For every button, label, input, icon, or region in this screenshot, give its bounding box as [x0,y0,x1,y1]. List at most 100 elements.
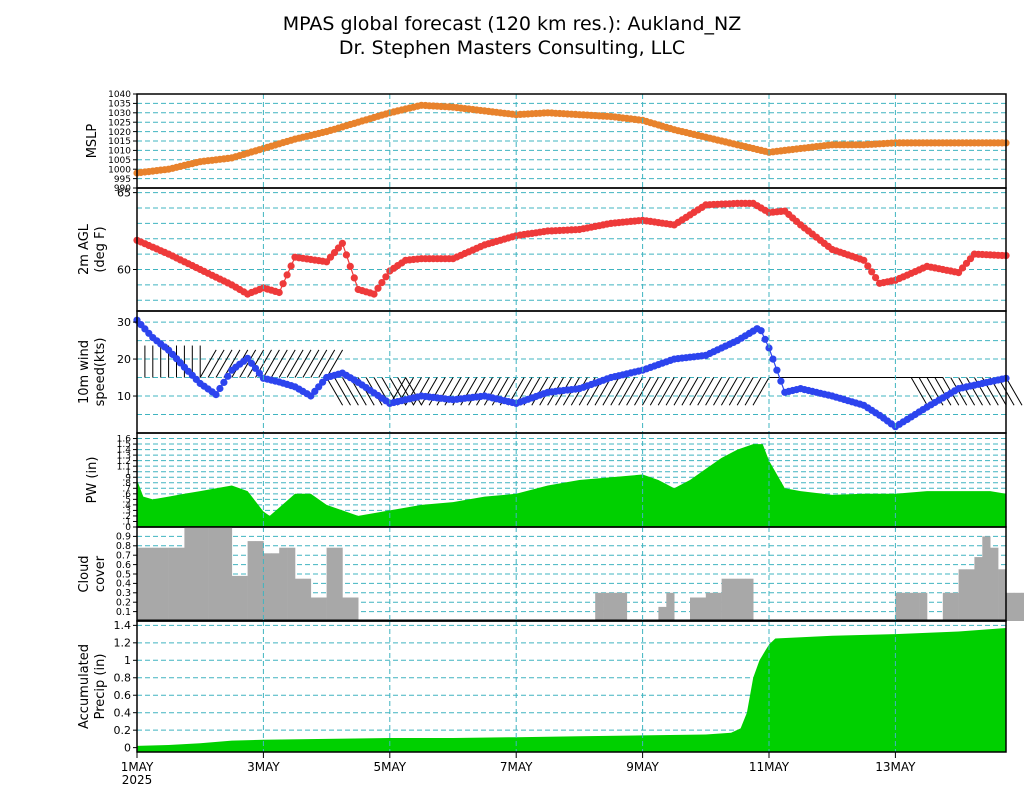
temp-point [864,262,872,270]
chart-title: MPAS global forecast (120 km res.): Aukl… [283,13,742,35]
mslp-panel: 9909951000100510101015102010251030103510… [85,90,1010,194]
pw-ytick-label: .4 [122,501,131,511]
cloud-bar [697,597,707,621]
temp-point [872,274,880,282]
pw-ytick-label: .9 [122,473,131,483]
temp-ytick-label: 65 [117,186,131,199]
wind-barb [531,377,549,406]
temp-ylabel: (deg F) [93,226,108,272]
wind-point [773,366,781,374]
chart-subtitle: Dr. Stephen Masters Consulting, LLC [339,37,685,59]
cloud-bar [192,527,201,621]
pw-ytick-label: 0 [125,523,131,533]
wind-barb [736,377,754,406]
cloud-bar [658,606,667,621]
cloud-bar [223,527,233,621]
cloud-bar [152,547,161,621]
pw-ytick-label: .3 [122,507,131,517]
wind-barb [689,377,707,406]
cloud-bar [271,553,280,621]
wind-barb [966,377,983,406]
mslp-ytick-label: 995 [114,175,131,185]
cloud-bar [216,527,225,621]
cloud-ytick-label: 0.8 [116,541,131,552]
cloud-bar [350,597,359,621]
cloud-bar [990,547,999,621]
cloud-bar [729,578,738,621]
x-tick-label: 5MAY [373,760,406,774]
wind-point [255,369,263,377]
precip-ytick-label: 1 [124,654,131,667]
pw-ytick-label: 1.2 [117,457,131,467]
wind-barb [468,377,486,406]
wind-barb [705,377,723,406]
cloud-bar [1013,592,1023,621]
wind-point [220,378,228,386]
cloud-bar [168,547,177,621]
wind-barb [247,349,265,378]
cloud-bar [950,592,959,621]
wind-barb [270,349,288,378]
pw-ytick-label: 1 [125,468,131,478]
precip-panel: 0 0.2 0.4 0.6 0.8 1 1.2 1.4 Accumulated Precip (i… [77,619,1007,754]
precip-ytick-label: 0 [124,741,131,754]
wind-barb [626,377,644,406]
temp-point [370,290,378,298]
cloud-bar [200,527,209,621]
wind-ytick-label: 30 [117,316,131,329]
cloud-bar [342,597,351,621]
wind-barb [294,349,312,378]
wind-barb [910,377,928,406]
cloud-ytick-label: 0.6 [116,560,131,571]
wind-barb [286,349,304,378]
cloud-bar [595,592,604,621]
temp-point [287,262,295,270]
cloud-bar [982,536,991,621]
temp-point [279,280,287,288]
cloud-bar [326,547,335,621]
cloud-bar [1021,592,1024,621]
wind-barb [326,349,344,378]
precip-area [137,628,1006,752]
wind-ylabel: speed(kts) [93,338,108,407]
wind-barb [610,377,628,406]
mslp-ytick-label: 1015 [108,137,131,147]
mslp-ytick-label: 1030 [108,109,131,119]
wind-point [251,364,260,372]
cloud-bar [721,578,730,621]
cloud-bar [942,592,951,621]
precip-ytick-label: 0.4 [114,707,132,720]
cloud-bar [666,592,675,621]
wind-point [247,359,256,367]
cloud-bar [713,592,722,621]
cloud-bar [318,597,327,621]
cloud-bar [295,578,304,621]
temp-point [334,244,342,252]
cloud-bar [144,547,154,621]
cloud-bar [611,592,620,621]
wind-barb [239,349,257,378]
pw-ytick-label: 1.3 [117,451,131,461]
wind-barb [720,377,738,406]
wind-barb [657,377,675,406]
cloud-bar [1006,592,1015,621]
wind-barb [744,377,762,406]
precip-ytick-label: 0.6 [114,689,132,702]
wind-barb [483,377,501,406]
wind-barb [681,377,699,406]
mslp-ytick-label: 1005 [108,156,131,166]
cloud-bar [919,592,928,621]
wind-barb [649,377,667,406]
precip-ytick-label: 1.4 [114,619,132,632]
cloud-bar [255,541,264,621]
cloud-ytick-label: 0.1 [116,607,131,618]
cloud-bar [176,547,185,621]
cloud-bar [279,547,288,621]
cloud-ytick-label: 0.3 [116,588,131,599]
temp-ytick-label: 60 [117,263,131,276]
x-tick-label: 11MAY [749,760,790,774]
panels-group: 9909951000100510101015102010251030103510… [77,90,1024,754]
temp-point [346,262,354,270]
